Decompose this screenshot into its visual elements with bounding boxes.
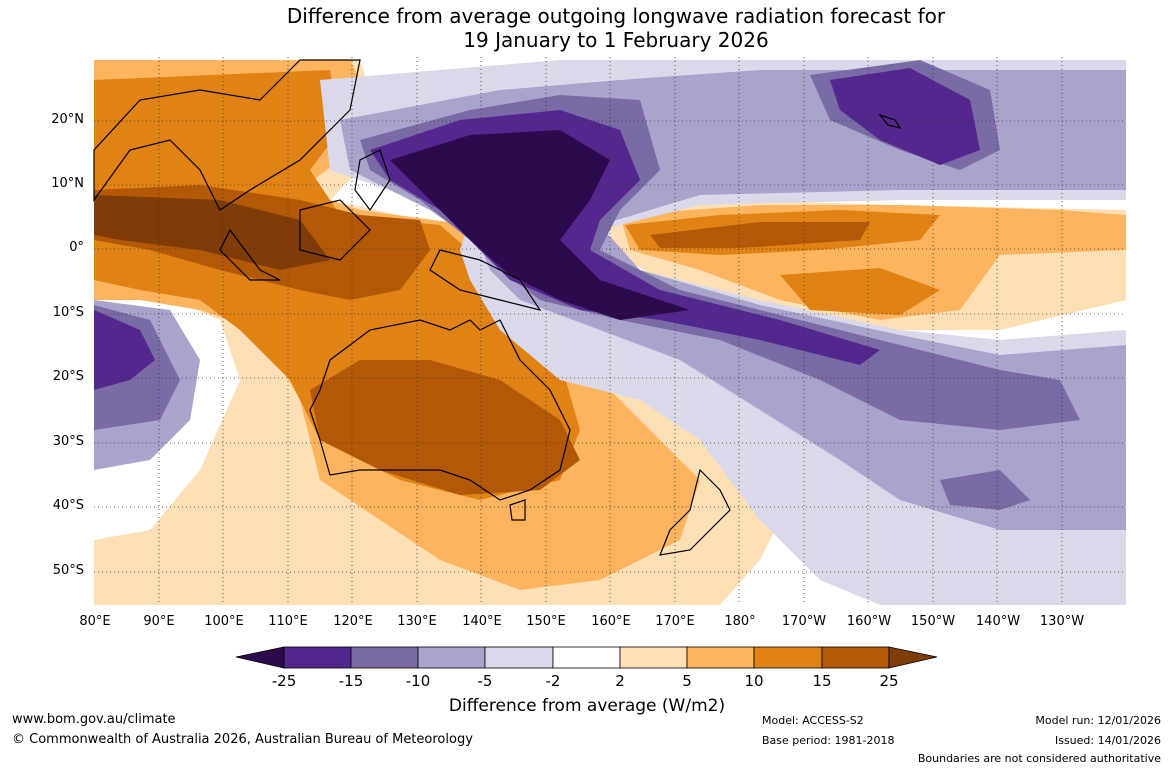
band-minus-15-to-minus-10-southeast [940,470,1030,510]
colorbar-segment [552,646,621,669]
colorbar-extend-low [235,646,285,669]
model-name: Model: ACCESS-S2 [762,714,864,727]
latitude-label: 40°S [52,498,84,513]
longitude-label: 180° [724,614,756,629]
colorbar-tick-label: 25 [879,672,899,690]
longitude-label: 160°W [846,614,892,629]
colorbar-segment [417,646,486,669]
longitude-label: 80°E [79,614,111,629]
philippines-coastline [354,149,391,212]
longitude-label: 130°E [397,614,437,629]
band-15-to-25-australia [310,360,580,495]
longitude-label: 170°E [655,614,695,629]
model-run-date: Model run: 12/01/2026 [1035,714,1161,727]
colorbar-tick-label: -10 [405,672,431,690]
colorbar-tick-label: -2 [545,672,561,690]
longitude-label: 150°W [910,614,956,629]
band-minus-25-to-minus-15-hawaii [830,68,980,165]
borneo-coastline [299,199,371,261]
latitude-label: 0° [69,240,84,255]
colorbar-segment [484,646,554,669]
longitude-label: 160°E [591,614,631,629]
anomaly-field [94,57,1126,605]
hawaii-coastline [878,113,902,129]
band-10-to-15-pacific-south [780,268,940,315]
colorbar-tick-label: -25 [271,672,297,690]
colorbar-tick-label: 2 [615,672,625,690]
band-above-25 [94,195,330,270]
tasmania-coastline [509,499,526,521]
chart-title-line-2: 19 January to 1 February 2026 [463,28,769,52]
coastlines [93,59,902,556]
colorbar [235,646,938,669]
colorbar-title: Difference from average (W/m2) [448,696,726,716]
base-period: Base period: 1981-2018 [762,734,895,747]
latitude-label: 20°S [52,369,84,384]
graticule [94,57,1126,605]
latitude-label: 10°S [52,305,84,320]
latitude-label: 30°S [52,434,84,449]
colorbar-tick-label: 5 [682,672,692,690]
longitude-label: 110°E [268,614,308,629]
band-minus-25-to-minus-15-indian [94,310,155,390]
asia-coastline [93,59,361,211]
colorbar-tick-label: -5 [477,672,493,690]
longitude-label: 130°W [1039,614,1085,629]
colorbar-tick-label: 10 [744,672,764,690]
longitude-label: 100°E [204,614,244,629]
colorbar-segment [686,646,755,669]
colorbar-segment [821,646,890,669]
longitude-label: 140°W [975,614,1021,629]
source-url: www.bom.gov.au/climate [12,712,176,727]
longitude-label: 90°E [143,614,175,629]
longitude-label: 140°E [462,614,502,629]
copyright: © Commonwealth of Australia 2026, Austra… [12,732,473,747]
latitude-label: 50°S [52,563,84,578]
colorbar-extend-high [888,646,938,669]
longitude-label: 170°W [781,614,827,629]
band-below-minus-25 [390,130,690,320]
colorbar-tick-label: -15 [338,672,364,690]
australia-coastline [309,319,571,501]
sumatra-coastline [219,228,281,281]
latitude-label: 10°N [51,176,84,191]
latitude-label: 20°N [51,112,84,127]
chart-title-line-1: Difference from average outgoing longwav… [286,4,946,28]
new-guinea-coastline [429,249,542,311]
colorbar-segment [753,646,823,669]
colorbar-segment [619,646,688,669]
colorbar-segment [283,646,352,669]
boundaries-disclaimer: Boundaries are not considered authoritat… [917,752,1161,765]
issued-date: Issued: 14/01/2026 [1054,734,1161,747]
new-zealand-coastline [659,468,731,556]
longitude-label: 120°E [333,614,373,629]
colorbar-tick-label: 15 [812,672,832,690]
band-15-to-25-pacific [650,222,870,248]
colorbar-segment [350,646,419,669]
longitude-label: 150°E [526,614,566,629]
